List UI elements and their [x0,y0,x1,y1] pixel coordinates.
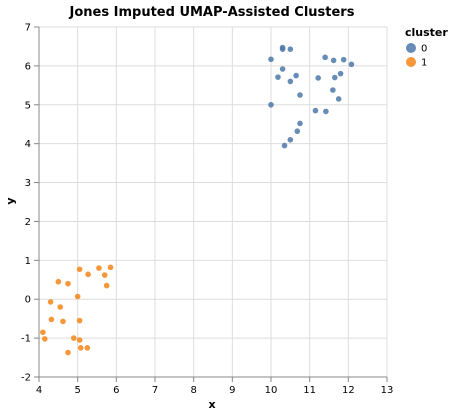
scatter-point-cluster-1 [55,278,62,285]
x-tick-label: 8 [190,385,196,396]
scatter-point-cluster-0 [275,74,281,80]
scatter-point-cluster-1 [47,299,54,305]
scatter-point-cluster-1 [74,293,81,300]
legend-title: cluster [405,26,448,39]
scatter-point-cluster-1 [57,304,64,310]
scatter-point-cluster-1 [101,272,108,278]
legend-label-cluster-1: 1 [421,58,427,69]
scatter-point-cluster-0 [322,54,328,61]
scatter-point-cluster-0 [312,107,319,114]
x-tick-label: 6 [113,385,119,396]
scatter-point-cluster-1 [65,349,71,356]
scatter-point-cluster-1 [103,282,110,289]
chart-title: Jones Imputed UMAP-Assisted Clusters [69,5,355,20]
y-tick-label: 7 [25,23,31,34]
legend-label-cluster-0: 0 [421,44,427,55]
y-axis-title: y [4,197,17,204]
scatter-point-cluster-1 [40,329,46,336]
scatter-point-cluster-1 [76,337,83,343]
x-tick-label: 9 [229,385,235,396]
x-tick-label: 4 [36,385,42,396]
scatter-points [40,44,355,356]
scatter-point-cluster-0 [335,96,342,102]
scatter-point-cluster-1 [84,345,91,351]
x-tick-label: 5 [74,385,80,396]
scatter-point-cluster-1 [65,280,71,287]
y-tick-label: 4 [25,139,31,150]
legend-swatch-cluster-0 [406,43,416,53]
legend: cluster 0 1 [405,26,448,69]
scatter-point-cluster-1 [77,345,84,351]
scatter-point-cluster-0 [294,128,301,135]
x-tick-label: 13 [381,385,394,396]
scatter-point-cluster-1 [48,316,55,323]
scatter-point-cluster-0 [297,120,303,127]
y-tick-label: 1 [25,256,31,267]
scatter-point-cluster-1 [76,317,83,324]
y-tick-label: 3 [25,178,31,189]
scatter-point-cluster-0 [330,57,337,64]
scatter-point-cluster-0 [340,56,347,63]
scatter-point-cluster-0 [332,74,338,81]
scatter-point-cluster-0 [268,101,274,108]
y-tick-label: -1 [21,334,31,345]
y-tick-label: 0 [25,295,31,306]
scatter-point-cluster-0 [279,46,286,52]
scatter-point-cluster-1 [60,318,66,325]
scatter-point-cluster-1 [76,266,83,273]
scatter-point-cluster-1 [107,264,114,271]
scatter-point-cluster-0 [281,142,288,149]
scatter-point-cluster-0 [287,78,294,85]
scatter-point-cluster-0 [293,72,299,79]
scatter-point-cluster-0 [337,70,344,77]
scatter-point-cluster-1 [85,271,91,278]
x-tick-label: 11 [303,385,316,396]
scatter-point-cluster-0 [268,56,274,63]
scatter-point-cluster-1 [42,336,48,342]
scatter-point-cluster-1 [71,335,77,341]
x-tick-label: 12 [342,385,355,396]
scatter-point-cluster-0 [323,108,329,115]
x-tick-label: 10 [265,385,278,396]
y-tick-label: 2 [25,217,31,228]
y-tick-label: -2 [21,373,31,384]
scatter-point-cluster-0 [315,75,321,81]
scatter-point-cluster-0 [348,61,355,68]
y-tick-label: 6 [25,61,31,72]
scatter-point-cluster-0 [279,66,286,72]
x-tick-label: 7 [152,385,158,396]
x-axis-title: x [208,398,215,411]
y-tick-label: 5 [25,100,31,111]
scatter-point-cluster-0 [297,92,303,98]
scatter-point-cluster-0 [330,87,336,93]
scatter-point-cluster-0 [287,136,294,143]
legend-swatch-cluster-1 [406,57,416,67]
scatter-point-cluster-0 [287,46,294,52]
scatter-point-cluster-1 [96,265,102,271]
